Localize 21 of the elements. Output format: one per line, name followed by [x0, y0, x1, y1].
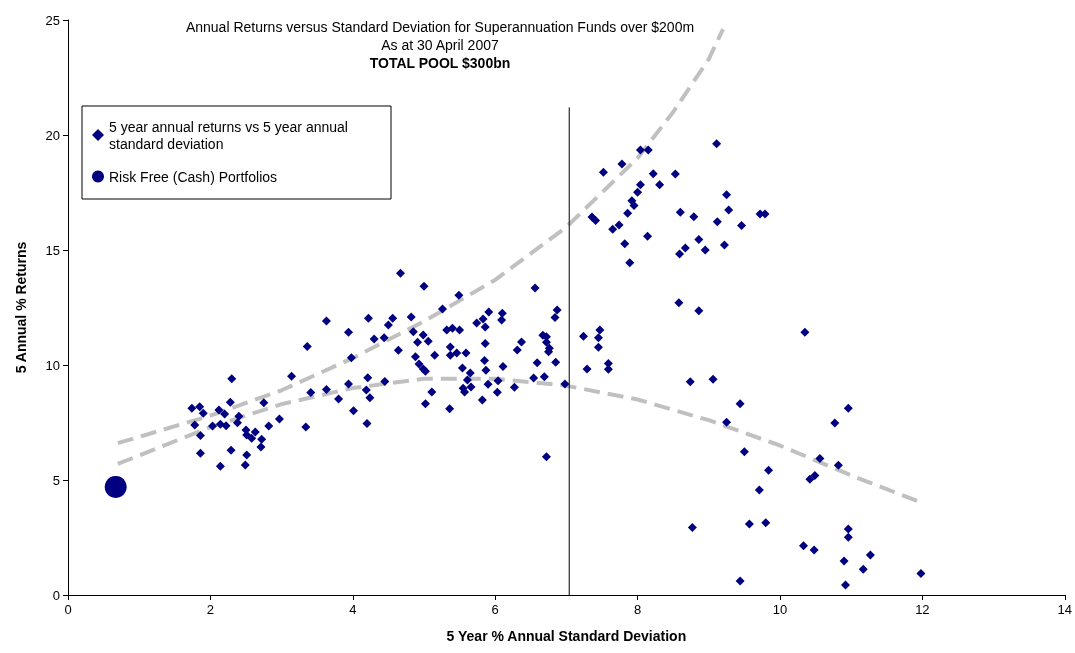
x-tick-label: 2 [206, 602, 215, 617]
y-axis-title: 5 Annual % Returns [13, 241, 29, 374]
x-tick-label: 8 [633, 602, 642, 617]
x-axis-title: 5 Year % Annual Standard Deviation [446, 628, 687, 644]
x-tick-label: 4 [349, 602, 357, 617]
y-tick-label: 0 [52, 587, 60, 603]
x-tick-label: 6 [491, 602, 499, 617]
annotation: TOTAL POOL $300bn [369, 55, 511, 71]
x-tick-label: 12 [915, 602, 930, 617]
legend-label: Risk Free (Cash) Portfolios [109, 168, 278, 185]
x-tick-label: 14 [1057, 602, 1072, 617]
text: As at 30 April 2007 [381, 37, 499, 53]
y-tick-label: 20 [45, 127, 60, 143]
chart-title: Annual Returns versus Standard Deviation for Superannuation Funds over $200m [185, 19, 695, 35]
y-tick-label: 10 [45, 357, 60, 373]
x-tick-label: 10 [772, 602, 788, 617]
legend-label: 5 year annual returns vs 5 year annual standard deviation [109, 118, 352, 152]
y-tick-label: 25 [45, 12, 60, 28]
x-tick-label: 0 [64, 602, 72, 617]
y-tick-label: 15 [45, 242, 60, 258]
y-tick-label: 5 [52, 472, 60, 488]
